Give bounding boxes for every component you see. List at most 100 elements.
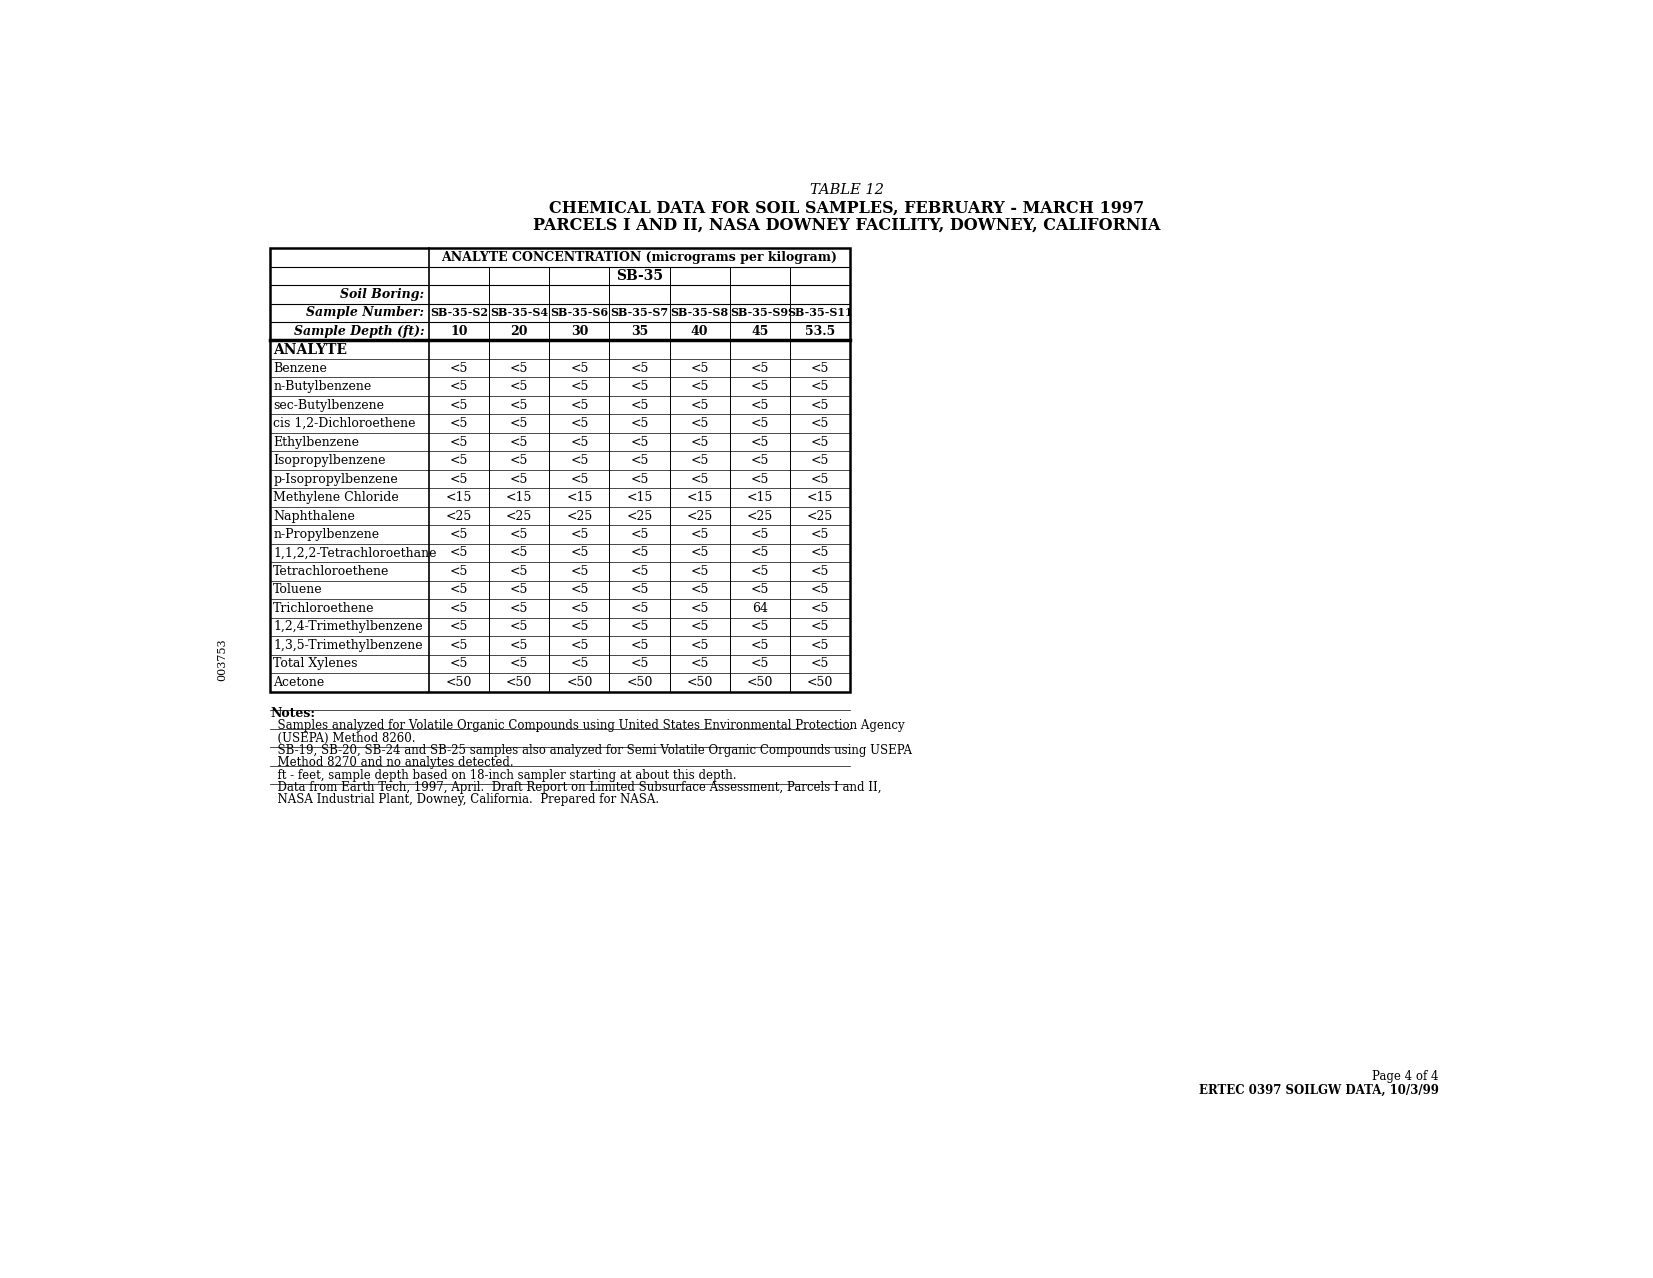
Text: <5: <5 [570, 417, 588, 431]
Text: <5: <5 [810, 547, 830, 560]
Text: <5: <5 [570, 547, 588, 560]
Text: <5: <5 [810, 565, 830, 578]
Text: <5: <5 [750, 454, 769, 466]
Text: SB-19, SB-20, SB-24 and SB-25 samples also analyzed for Semi Volatile Organic Co: SB-19, SB-20, SB-24 and SB-25 samples al… [269, 744, 912, 757]
Text: <5: <5 [630, 620, 648, 634]
Text: <5: <5 [450, 473, 468, 486]
Text: <5: <5 [450, 657, 468, 671]
Text: <5: <5 [691, 565, 709, 578]
Text: <5: <5 [630, 528, 648, 541]
Text: <5: <5 [750, 528, 769, 541]
Text: Page 4 of 4: Page 4 of 4 [1372, 1070, 1438, 1082]
Text: <5: <5 [630, 657, 648, 671]
Text: <5: <5 [691, 639, 709, 652]
Text: SB-35-S2: SB-35-S2 [430, 307, 488, 318]
Text: <5: <5 [511, 602, 529, 615]
Text: <5: <5 [810, 528, 830, 541]
Text: <5: <5 [810, 380, 830, 394]
Text: <5: <5 [570, 620, 588, 634]
Text: sec-Butylbenzene: sec-Butylbenzene [273, 399, 383, 412]
Text: <5: <5 [511, 584, 529, 597]
Text: 003753: 003753 [217, 639, 226, 681]
Text: <5: <5 [511, 454, 529, 466]
Text: NASA Industrial Plant, Downey, California.  Prepared for NASA.: NASA Industrial Plant, Downey, Californi… [269, 794, 660, 806]
Text: <5: <5 [630, 362, 648, 374]
Text: <5: <5 [511, 399, 529, 412]
Text: TABLE 12: TABLE 12 [810, 183, 884, 197]
Text: 40: 40 [691, 325, 709, 337]
Text: <5: <5 [511, 528, 529, 541]
Text: <5: <5 [630, 436, 648, 449]
Text: 1,2,4-Trimethylbenzene: 1,2,4-Trimethylbenzene [273, 620, 423, 634]
Text: <5: <5 [691, 602, 709, 615]
Text: <5: <5 [570, 362, 588, 374]
Text: PARCELS I AND II, NASA DOWNEY FACILITY, DOWNEY, CALIFORNIA: PARCELS I AND II, NASA DOWNEY FACILITY, … [532, 216, 1160, 234]
Text: SB-35: SB-35 [617, 268, 663, 282]
Text: SB-35-S9: SB-35-S9 [731, 307, 788, 318]
Text: <5: <5 [570, 436, 588, 449]
Text: SB-35-S6: SB-35-S6 [550, 307, 608, 318]
Text: <50: <50 [747, 676, 774, 689]
Text: <5: <5 [570, 639, 588, 652]
Text: <50: <50 [567, 676, 592, 689]
Text: <5: <5 [750, 362, 769, 374]
Text: <5: <5 [750, 399, 769, 412]
Text: <5: <5 [691, 417, 709, 431]
Text: <5: <5 [810, 657, 830, 671]
Text: <15: <15 [747, 491, 774, 504]
Text: <5: <5 [630, 399, 648, 412]
Text: Data from Earth Tech, 1997, April.  Draft Report on Limited Subsurface Assessmen: Data from Earth Tech, 1997, April. Draft… [269, 781, 881, 794]
Text: <5: <5 [511, 639, 529, 652]
Text: <5: <5 [450, 399, 468, 412]
Text: <5: <5 [691, 547, 709, 560]
Text: <25: <25 [807, 510, 833, 523]
Text: p-Isopropylbenzene: p-Isopropylbenzene [273, 473, 398, 486]
Text: 64: 64 [752, 602, 767, 615]
Text: <5: <5 [810, 620, 830, 634]
Bar [269, 248, 850, 691]
Text: <50: <50 [626, 676, 653, 689]
Text: <5: <5 [450, 565, 468, 578]
Text: <5: <5 [630, 454, 648, 466]
Text: <5: <5 [570, 473, 588, 486]
Text: SB-35-S8: SB-35-S8 [671, 307, 729, 318]
Text: 10: 10 [450, 325, 468, 337]
Text: <5: <5 [630, 639, 648, 652]
Text: <5: <5 [511, 417, 529, 431]
Text: <5: <5 [750, 547, 769, 560]
Text: SB-35-S11: SB-35-S11 [787, 307, 853, 318]
Text: ft - feet, sample depth based on 18-inch sampler starting at about this depth.: ft - feet, sample depth based on 18-inch… [269, 768, 737, 782]
Text: <5: <5 [570, 380, 588, 394]
Text: <5: <5 [511, 657, 529, 671]
Text: <5: <5 [810, 639, 830, 652]
Text: <25: <25 [506, 510, 532, 523]
Text: SB-35-S4: SB-35-S4 [491, 307, 549, 318]
Text: <50: <50 [446, 676, 473, 689]
Text: Sample Number:: Sample Number: [306, 307, 425, 320]
Text: <15: <15 [626, 491, 653, 504]
Text: <5: <5 [450, 362, 468, 374]
Text: <5: <5 [810, 584, 830, 597]
Text: <25: <25 [626, 510, 653, 523]
Text: <5: <5 [570, 565, 588, 578]
Text: <5: <5 [450, 584, 468, 597]
Text: Methylene Chloride: Methylene Chloride [273, 491, 398, 504]
Text: <25: <25 [567, 510, 592, 523]
Text: 1,3,5-Trimethylbenzene: 1,3,5-Trimethylbenzene [273, 639, 423, 652]
Text: <5: <5 [810, 436, 830, 449]
Text: Sample Depth (ft):: Sample Depth (ft): [294, 325, 425, 337]
Text: <5: <5 [810, 399, 830, 412]
Text: Isopropylbenzene: Isopropylbenzene [273, 454, 385, 466]
Text: <5: <5 [691, 473, 709, 486]
Text: Tetrachloroethene: Tetrachloroethene [273, 565, 390, 578]
Text: <5: <5 [750, 417, 769, 431]
Text: <5: <5 [450, 380, 468, 394]
Text: Soil Boring:: Soil Boring: [341, 288, 425, 300]
Text: <5: <5 [511, 380, 529, 394]
Text: <5: <5 [691, 584, 709, 597]
Text: ANALYTE CONCENTRATION (micrograms per kilogram): ANALYTE CONCENTRATION (micrograms per ki… [441, 250, 838, 263]
Text: <5: <5 [450, 639, 468, 652]
Text: <5: <5 [810, 417, 830, 431]
Text: Naphthalene: Naphthalene [273, 510, 355, 523]
Text: <5: <5 [750, 620, 769, 634]
